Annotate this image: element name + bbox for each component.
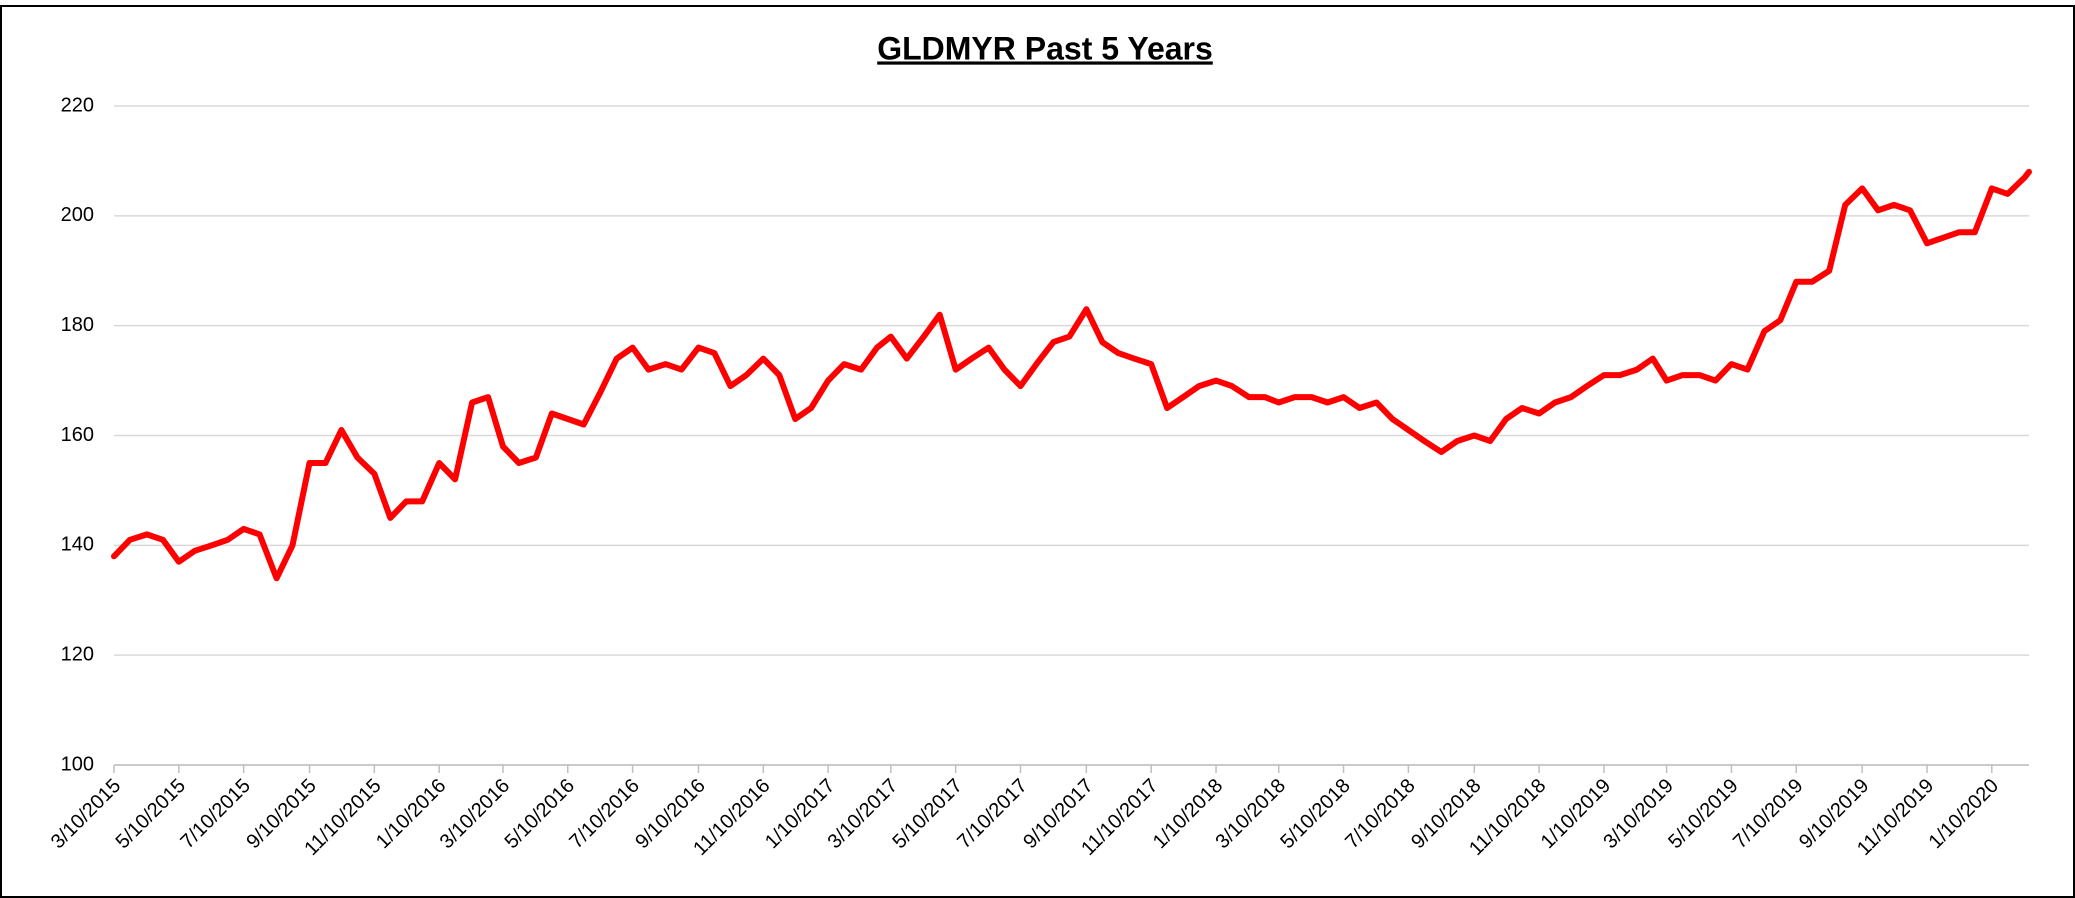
- chart-title: GLDMYR Past 5 Years: [877, 30, 1213, 66]
- y-tick-label: 200: [61, 204, 94, 226]
- price-line: [111, 168, 2032, 582]
- y-tick-label: 140: [61, 534, 94, 556]
- y-tick-label: 180: [61, 314, 94, 336]
- y-tick-label: 120: [61, 643, 94, 665]
- y-tick-label: 220: [61, 94, 94, 116]
- y-tick-label: 100: [61, 753, 94, 775]
- y-tick-label: 160: [61, 424, 94, 446]
- chart-border: [0, 5, 2075, 898]
